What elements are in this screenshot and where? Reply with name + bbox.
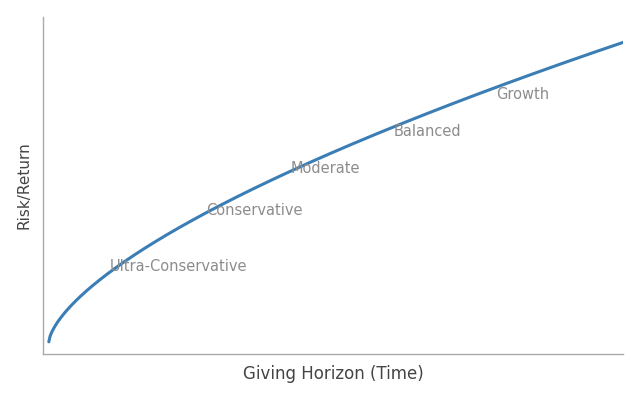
- X-axis label: Giving Horizon (Time): Giving Horizon (Time): [243, 365, 424, 383]
- Text: Growth: Growth: [497, 87, 550, 102]
- Text: Conservative: Conservative: [206, 203, 303, 218]
- Text: Balanced: Balanced: [394, 124, 461, 139]
- Y-axis label: Risk/Return: Risk/Return: [17, 142, 31, 229]
- Text: Ultra-Conservative: Ultra-Conservative: [109, 259, 247, 274]
- Text: Moderate: Moderate: [291, 161, 360, 176]
